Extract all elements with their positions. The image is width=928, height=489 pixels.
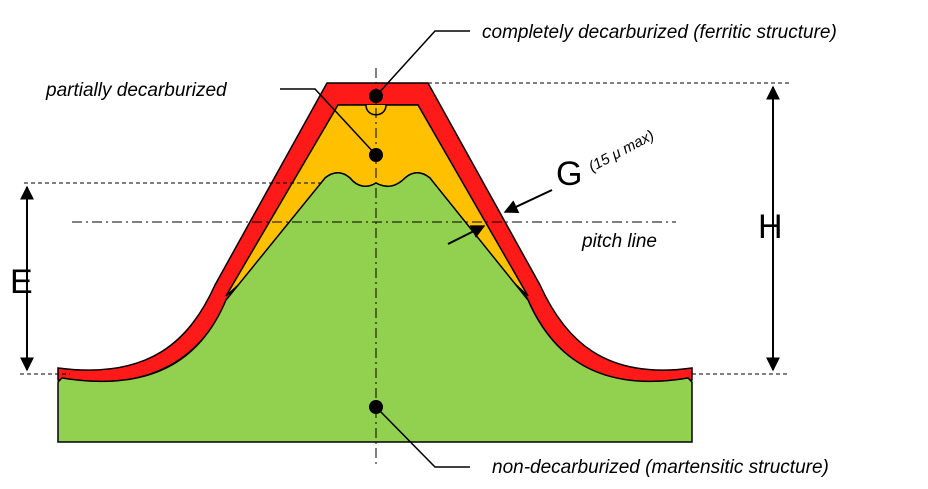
non-leader <box>375 406 470 468</box>
non-decarburized-core <box>57 172 693 443</box>
non-label: non-decarburized (martensitic structure) <box>492 457 829 478</box>
pitch-line-label: pitch line <box>581 231 657 252</box>
g-arrow-inner <box>447 225 486 245</box>
completely-label: completely decarburized (ferritic struct… <box>482 22 837 43</box>
completely-leader <box>375 30 470 97</box>
e-letter: E <box>10 263 33 301</box>
g-arrow-outer <box>503 189 553 213</box>
partially-leader <box>280 88 377 156</box>
h-letter: H <box>758 208 783 246</box>
g-note: (15 μ max) <box>586 127 657 176</box>
partially-label: partially decarburized <box>45 80 228 101</box>
g-letter: G <box>556 155 582 193</box>
